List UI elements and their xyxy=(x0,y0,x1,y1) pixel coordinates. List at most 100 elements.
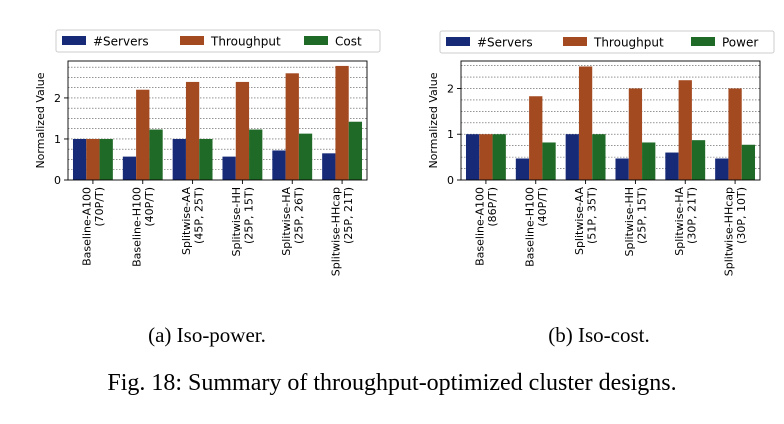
x-tick-label: Baseline-H100 (40P/T) xyxy=(130,187,156,267)
bar-3-servers xyxy=(565,134,579,180)
bar-1-cost xyxy=(99,138,113,180)
bar-6-power xyxy=(741,144,756,180)
bar-4-servers xyxy=(615,158,629,180)
figure-caption: Fig. 18: Summary of throughput-optimized… xyxy=(107,370,676,396)
bar-1-throughput xyxy=(86,138,100,180)
legend-swatch xyxy=(180,36,204,45)
bar-2-servers xyxy=(122,156,137,180)
bar-5-cost xyxy=(298,133,313,180)
legend-label: #Servers xyxy=(477,36,533,50)
bar-4-servers xyxy=(222,156,236,180)
bar-5-throughput xyxy=(678,80,692,180)
x-tick-label-line: (40P/T) xyxy=(143,187,156,227)
x-tick-label: Splitwise-HHcap (25P, 21T) xyxy=(330,187,356,276)
x-tick-label-line: (25P, 15T) xyxy=(635,187,648,244)
x-tick-label-line: Splitwise-HA xyxy=(280,187,293,256)
x-tick-label-line: (70P/T) xyxy=(93,187,106,227)
x-tick-label: Splitwise-HA (25P, 26T) xyxy=(280,187,306,256)
bar-6-throughput xyxy=(335,65,349,180)
legend-swatch xyxy=(691,37,715,46)
x-tick-label-line: Baseline-A100 xyxy=(473,187,486,266)
y-tick-label: 0 xyxy=(447,174,454,187)
x-tick-label: Splitwise-HA (30P, 21T) xyxy=(673,187,699,256)
x-tick-label-line: Baseline-A100 xyxy=(80,187,93,266)
bar-5-servers xyxy=(272,150,286,180)
x-tick-label-line: (30P, 21T) xyxy=(685,187,698,244)
bar-5-servers xyxy=(665,152,679,180)
bar-2-throughput xyxy=(529,96,543,180)
x-tick-label: Baseline-A100 (70P/T) xyxy=(80,187,106,266)
y-tick-label: 0 xyxy=(54,174,61,187)
bar-1-servers xyxy=(72,138,87,180)
y-axis-label: Normalized Value xyxy=(34,72,47,168)
x-tick-label: Baseline-H100 (40P/T) xyxy=(523,187,549,267)
x-tick-label-line: Splitwise-HA xyxy=(673,187,686,256)
bar-2-cost xyxy=(149,129,163,180)
x-tick-label: Baseline-A100 (86P/T) xyxy=(473,187,499,266)
bar-4-throughput xyxy=(235,81,250,180)
bar-5-throughput xyxy=(285,73,299,180)
bar-6-servers xyxy=(322,153,336,180)
bar-6-servers xyxy=(715,158,729,180)
bar-6-throughput xyxy=(728,88,742,180)
bar-3-cost xyxy=(199,138,213,180)
legend-swatch xyxy=(446,37,470,46)
bar-2-servers xyxy=(515,158,530,180)
x-tick-label-line: (51P, 35T) xyxy=(586,187,599,244)
bar-6-cost xyxy=(348,121,363,180)
legend-box xyxy=(439,30,775,54)
x-tick-label: Splitwise-HH (25P, 15T) xyxy=(623,187,649,256)
legend-swatch xyxy=(304,36,328,45)
bar-3-power xyxy=(592,134,606,180)
x-tick-label: Splitwise-HH (25P, 15T) xyxy=(230,187,256,256)
bar-4-power xyxy=(642,142,656,180)
x-tick-label-line: Splitwise-HH xyxy=(623,187,636,256)
x-tick-label-line: (45P, 25T) xyxy=(193,187,206,244)
y-tick-label: 1 xyxy=(447,128,454,141)
x-tick-label: Splitwise-HHcap (30P, 10T) xyxy=(723,187,749,276)
bar-2-power xyxy=(542,142,556,180)
x-tick-label-line: Splitwise-HHcap xyxy=(723,187,736,276)
bar-3-throughput xyxy=(185,81,200,180)
plot-frame xyxy=(460,60,761,181)
legend-label: Power xyxy=(722,36,758,50)
subcaption-a: (a) Iso-power. xyxy=(148,323,266,347)
y-tick-label: 2 xyxy=(447,82,454,95)
bar-1-throughput xyxy=(479,134,493,180)
bar-1-power xyxy=(492,134,506,180)
x-tick-label-line: Splitwise-AA xyxy=(573,187,586,256)
bar-3-servers xyxy=(172,138,186,180)
x-tick-label-line: Splitwise-AA xyxy=(180,187,193,256)
legend-swatch xyxy=(62,36,86,45)
x-tick-label-line: (25P, 26T) xyxy=(292,187,305,244)
x-tick-label-line: (30P, 10T) xyxy=(735,187,748,244)
bar-2-throughput xyxy=(136,89,150,180)
x-tick-label: Splitwise-AA (45P, 25T) xyxy=(180,187,206,256)
x-tick-label-line: (40P/T) xyxy=(536,187,549,227)
bar-1-servers xyxy=(465,134,480,180)
x-tick-label-line: Splitwise-HHcap xyxy=(330,187,343,276)
x-tick-label-line: Splitwise-HH xyxy=(230,187,243,256)
x-tick-label-line: (25P, 15T) xyxy=(242,187,255,244)
bar-4-cost xyxy=(249,129,263,180)
x-tick-label-line: (25P, 21T) xyxy=(342,187,355,244)
y-tick-label: 1 xyxy=(54,133,61,146)
x-tick-label-line: Baseline-H100 xyxy=(523,187,536,267)
bar-4-throughput xyxy=(628,88,643,180)
y-axis-label: Normalized Value xyxy=(427,72,440,168)
legend-label: #Servers xyxy=(93,35,149,49)
x-tick-label-line: Baseline-H100 xyxy=(130,187,143,267)
subcaption-b: (b) Iso-cost. xyxy=(548,323,649,347)
y-tick-label: 2 xyxy=(54,92,61,105)
x-tick-label: Splitwise-AA (51P, 35T) xyxy=(573,187,599,256)
bar-3-throughput xyxy=(578,66,593,180)
legend-label: Throughput xyxy=(593,36,664,50)
legend-label: Cost xyxy=(335,35,362,49)
legend-box xyxy=(55,29,381,53)
x-tick-label-line: (86P/T) xyxy=(486,187,499,227)
plot-frame xyxy=(67,60,368,181)
legend-label: Throughput xyxy=(210,35,281,49)
